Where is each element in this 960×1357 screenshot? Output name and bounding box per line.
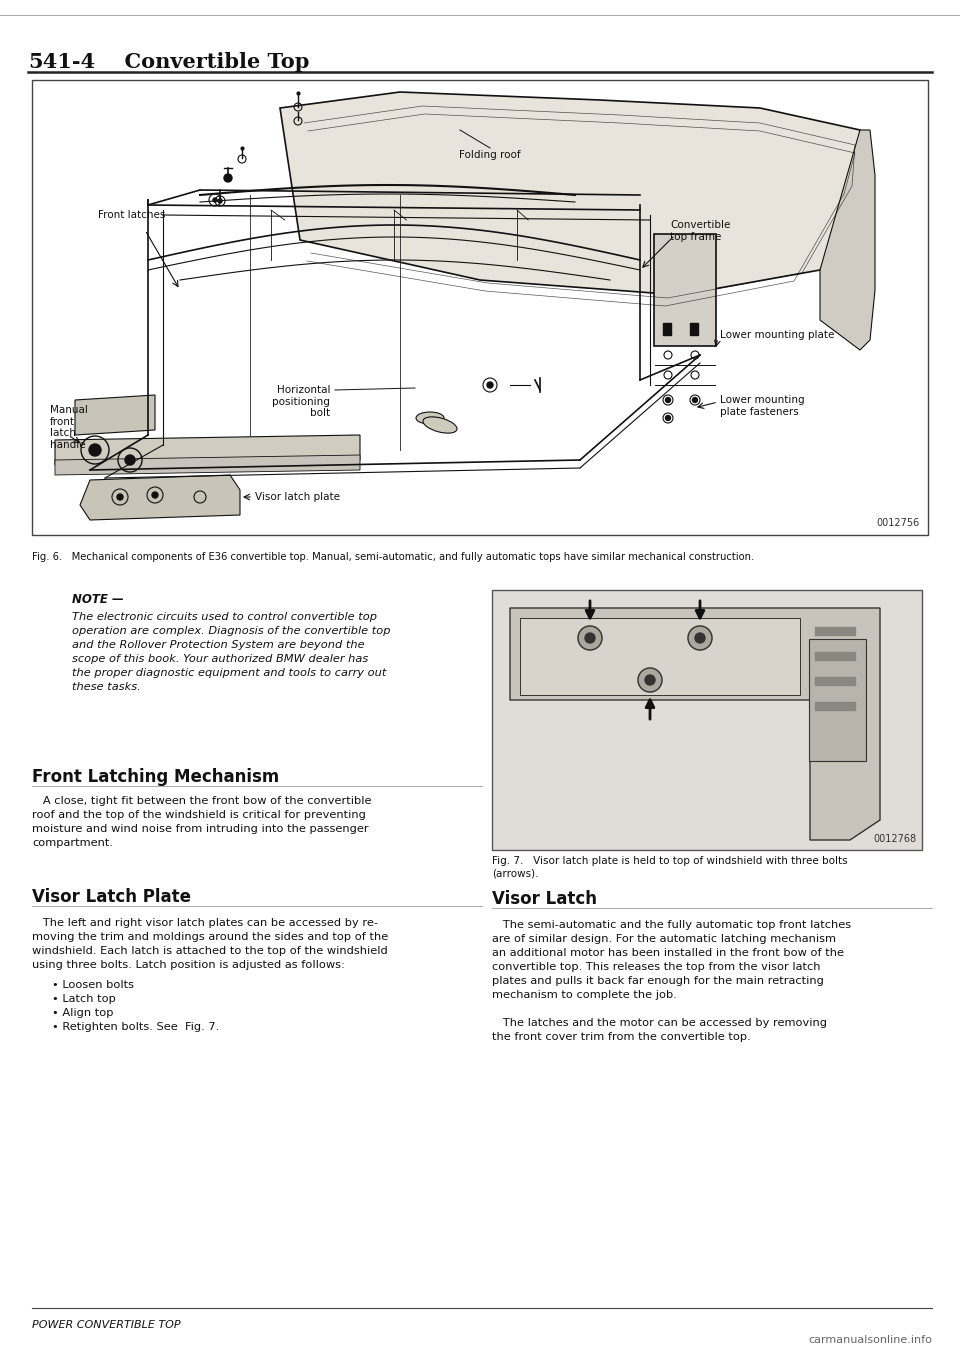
Text: • Latch top: • Latch top: [52, 993, 116, 1004]
Circle shape: [645, 674, 655, 685]
Text: Folding roof: Folding roof: [459, 151, 521, 160]
Text: carmanualsonline.info: carmanualsonline.info: [808, 1335, 932, 1345]
Text: NOTE —: NOTE —: [72, 593, 124, 607]
Circle shape: [695, 632, 705, 643]
Bar: [815, 702, 855, 710]
Text: The latches and the motor can be accessed by removing: The latches and the motor can be accesse…: [492, 1018, 827, 1029]
Circle shape: [585, 632, 595, 643]
Text: A close, tight fit between the front bow of the convertible: A close, tight fit between the front bow…: [32, 797, 372, 806]
Bar: [815, 627, 855, 635]
Polygon shape: [510, 608, 880, 840]
Text: convertible top. This releases the top from the visor latch: convertible top. This releases the top f…: [492, 962, 821, 972]
Text: Horizontal
positioning
bolt: Horizontal positioning bolt: [272, 385, 330, 418]
Text: scope of this book. Your authorized BMW dealer has: scope of this book. Your authorized BMW …: [72, 654, 369, 664]
Text: these tasks.: these tasks.: [72, 683, 141, 692]
Text: roof and the top of the windshield is critical for preventing: roof and the top of the windshield is cr…: [32, 810, 366, 820]
Polygon shape: [75, 395, 155, 436]
Circle shape: [578, 626, 602, 650]
Text: Fig. 7.   Visor latch plate is held to top of windshield with three bolts: Fig. 7. Visor latch plate is held to top…: [492, 856, 848, 866]
Circle shape: [125, 455, 135, 465]
Polygon shape: [55, 455, 360, 475]
Text: Convertible Top: Convertible Top: [110, 52, 309, 72]
Circle shape: [218, 199, 222, 204]
Text: Fig. 6.   Mechanical components of E36 convertible top. Manual, semi-automatic, : Fig. 6. Mechanical components of E36 con…: [32, 552, 755, 562]
Bar: [690, 323, 698, 335]
Text: are of similar design. For the automatic latching mechanism: are of similar design. For the automatic…: [492, 934, 836, 944]
Text: the front cover trim from the convertible top.: the front cover trim from the convertibl…: [492, 1033, 751, 1042]
FancyBboxPatch shape: [492, 590, 922, 849]
Bar: [663, 323, 671, 335]
FancyBboxPatch shape: [809, 639, 866, 761]
Text: operation are complex. Diagnosis of the convertible top: operation are complex. Diagnosis of the …: [72, 626, 391, 636]
Circle shape: [152, 493, 158, 498]
Text: Lower mounting plate: Lower mounting plate: [720, 330, 834, 341]
Text: an additional motor has been installed in the front bow of the: an additional motor has been installed i…: [492, 949, 844, 958]
Text: Visor Latch: Visor Latch: [492, 890, 597, 908]
Circle shape: [665, 398, 670, 403]
Text: Lower mounting
plate fasteners: Lower mounting plate fasteners: [720, 395, 804, 417]
Text: windshield. Each latch is attached to the top of the windshield: windshield. Each latch is attached to th…: [32, 946, 388, 955]
Circle shape: [688, 626, 712, 650]
Polygon shape: [280, 92, 870, 294]
Text: The electronic circuits used to control convertible top: The electronic circuits used to control …: [72, 612, 377, 622]
Bar: [815, 651, 855, 660]
Text: Convertible
top frame: Convertible top frame: [670, 220, 731, 242]
Text: POWER CONVERTIBLE TOP: POWER CONVERTIBLE TOP: [32, 1320, 180, 1330]
Circle shape: [487, 383, 493, 388]
Text: and the Rollover Protection System are beyond the: and the Rollover Protection System are b…: [72, 641, 365, 650]
Polygon shape: [520, 617, 800, 695]
Ellipse shape: [416, 413, 444, 423]
Text: moving the trim and moldings around the sides and top of the: moving the trim and moldings around the …: [32, 932, 388, 942]
Text: • Align top: • Align top: [52, 1008, 113, 1018]
Text: Visor latch plate: Visor latch plate: [255, 493, 340, 502]
Text: Manual
front
latch
handle: Manual front latch handle: [50, 404, 88, 449]
Text: • Loosen bolts: • Loosen bolts: [52, 980, 134, 991]
Text: • Retighten bolts. See  Fig. 7.: • Retighten bolts. See Fig. 7.: [52, 1022, 219, 1033]
Circle shape: [213, 198, 217, 202]
Text: 541-4: 541-4: [28, 52, 95, 72]
Polygon shape: [80, 475, 240, 520]
FancyBboxPatch shape: [654, 233, 716, 346]
Text: the proper diagnostic equipment and tools to carry out: the proper diagnostic equipment and tool…: [72, 668, 386, 678]
Circle shape: [638, 668, 662, 692]
Text: Visor Latch Plate: Visor Latch Plate: [32, 887, 191, 906]
Text: moisture and wind noise from intruding into the passenger: moisture and wind noise from intruding i…: [32, 824, 369, 835]
Text: 0012768: 0012768: [873, 835, 916, 844]
Text: compartment.: compartment.: [32, 839, 113, 848]
Bar: [815, 627, 855, 635]
Text: mechanism to complete the job.: mechanism to complete the job.: [492, 991, 677, 1000]
Bar: [815, 702, 855, 710]
Text: Front latches: Front latches: [98, 210, 165, 220]
Text: plates and pulls it back far enough for the main retracting: plates and pulls it back far enough for …: [492, 976, 824, 987]
Circle shape: [692, 398, 698, 403]
Bar: [815, 677, 855, 685]
Text: using three bolts. Latch position is adjusted as follows:: using three bolts. Latch position is adj…: [32, 959, 345, 970]
Text: The left and right visor latch plates can be accessed by re-: The left and right visor latch plates ca…: [32, 917, 378, 928]
Text: Front Latching Mechanism: Front Latching Mechanism: [32, 768, 279, 786]
Text: The semi-automatic and the fully automatic top front latches: The semi-automatic and the fully automat…: [492, 920, 852, 930]
Text: (arrows).: (arrows).: [492, 868, 539, 879]
FancyBboxPatch shape: [32, 80, 928, 535]
Polygon shape: [820, 130, 875, 350]
Text: 0012756: 0012756: [876, 518, 920, 528]
Bar: [815, 677, 855, 685]
Circle shape: [224, 174, 232, 182]
Circle shape: [665, 415, 670, 421]
Ellipse shape: [423, 417, 457, 433]
Bar: [815, 651, 855, 660]
Polygon shape: [55, 436, 360, 465]
Circle shape: [117, 494, 123, 499]
Circle shape: [89, 444, 101, 456]
